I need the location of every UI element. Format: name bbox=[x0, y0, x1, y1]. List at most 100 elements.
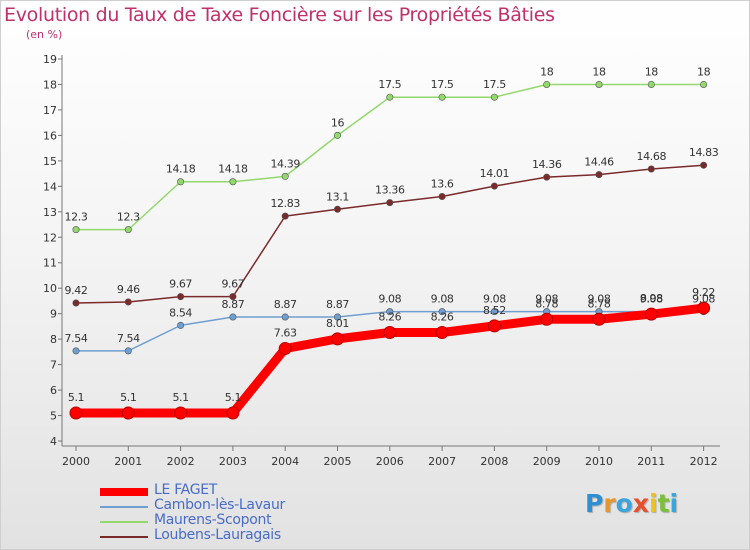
logo-letter: r bbox=[603, 489, 616, 518]
data-label: 14.39 bbox=[270, 157, 300, 170]
proxiti-logo: Proxiti bbox=[585, 489, 678, 518]
y-tick-label: 8 bbox=[50, 333, 57, 346]
data-point bbox=[72, 347, 80, 355]
data-point bbox=[229, 313, 237, 321]
data-point bbox=[124, 226, 132, 234]
legend-swatch bbox=[100, 488, 148, 496]
data-point bbox=[121, 406, 135, 420]
data-point bbox=[490, 182, 498, 190]
data-label: 7.54 bbox=[65, 332, 88, 345]
y-tick-label: 11 bbox=[43, 257, 57, 270]
data-label: 18 bbox=[645, 65, 659, 78]
data-label: 9.08 bbox=[692, 293, 715, 306]
data-label: 12.3 bbox=[65, 211, 88, 224]
data-label: 14.18 bbox=[218, 163, 248, 176]
data-point bbox=[281, 212, 289, 220]
y-tick-label: 4 bbox=[50, 435, 57, 448]
data-point bbox=[438, 193, 446, 201]
logo-letter: t bbox=[657, 489, 670, 518]
data-point bbox=[435, 326, 449, 340]
x-tick-label: 2003 bbox=[219, 455, 247, 468]
data-label: 16 bbox=[331, 116, 345, 129]
data-label: 14.46 bbox=[584, 156, 614, 169]
x-tick-label: 2004 bbox=[271, 455, 299, 468]
data-label: 5.1 bbox=[225, 391, 241, 404]
legend-label: Cambon-lès-Lavaur bbox=[154, 497, 285, 513]
data-point bbox=[72, 226, 80, 234]
data-point bbox=[386, 199, 394, 207]
data-label: 9.08 bbox=[640, 293, 663, 306]
x-tick-label: 2000 bbox=[62, 455, 90, 468]
y-tick-label: 19 bbox=[43, 53, 57, 66]
data-label: 8.52 bbox=[483, 304, 506, 317]
data-label: 8.26 bbox=[378, 311, 401, 324]
data-point bbox=[177, 293, 185, 301]
data-point bbox=[177, 321, 185, 329]
data-point bbox=[647, 80, 655, 88]
data-point bbox=[438, 93, 446, 101]
data-point bbox=[226, 406, 240, 420]
data-label: 14.18 bbox=[166, 163, 196, 176]
logo-letter: P bbox=[585, 489, 604, 518]
y-tick-label: 7 bbox=[50, 359, 57, 372]
data-point bbox=[333, 205, 341, 213]
data-label: 9.22 bbox=[692, 286, 715, 299]
data-point bbox=[281, 313, 289, 321]
data-label: 13.36 bbox=[375, 184, 405, 197]
data-point bbox=[69, 406, 83, 420]
data-label: 5.1 bbox=[172, 391, 188, 404]
legend-swatch bbox=[100, 536, 148, 538]
data-label: 9.08 bbox=[483, 293, 506, 306]
data-point bbox=[386, 93, 394, 101]
data-point bbox=[333, 313, 341, 321]
y-tick-label: 15 bbox=[43, 155, 57, 168]
data-point bbox=[281, 172, 289, 180]
data-label: 7.54 bbox=[117, 332, 140, 345]
data-point bbox=[229, 293, 237, 301]
data-label: 9.46 bbox=[117, 283, 140, 296]
legend-label: LE FAGET bbox=[154, 482, 218, 498]
y-tick-label: 13 bbox=[43, 206, 57, 219]
data-point bbox=[700, 80, 708, 88]
data-label: 8.87 bbox=[326, 298, 349, 311]
data-label: 12.3 bbox=[117, 211, 140, 224]
data-point bbox=[647, 165, 655, 173]
data-point bbox=[383, 326, 397, 340]
data-label: 13.1 bbox=[326, 190, 349, 203]
legend-label: Loubens-Lauragais bbox=[154, 527, 281, 543]
data-label: 13.6 bbox=[431, 178, 454, 191]
data-label: 9.42 bbox=[65, 284, 88, 297]
legend-label: Maurens-Scopont bbox=[154, 512, 272, 528]
data-label: 18 bbox=[697, 65, 711, 78]
data-point bbox=[700, 161, 708, 169]
data-label: 17.5 bbox=[483, 78, 506, 91]
y-tick-label: 10 bbox=[43, 282, 57, 295]
x-tick-label: 2012 bbox=[690, 455, 718, 468]
y-tick-label: 16 bbox=[43, 129, 57, 142]
data-label: 8.98 bbox=[640, 292, 663, 305]
data-label: 9.67 bbox=[169, 278, 192, 291]
data-label: 17.5 bbox=[431, 78, 454, 91]
y-tick-label: 6 bbox=[50, 384, 57, 397]
data-label: 8.01 bbox=[326, 317, 349, 330]
logo-letter: x bbox=[632, 489, 649, 518]
x-tick-label: 2008 bbox=[480, 455, 508, 468]
y-tick-label: 18 bbox=[43, 78, 57, 91]
data-point bbox=[177, 178, 185, 186]
data-point bbox=[331, 332, 344, 346]
data-label: 8.87 bbox=[221, 298, 244, 311]
data-label: 5.1 bbox=[120, 391, 136, 404]
data-point bbox=[490, 308, 498, 316]
legend-swatch bbox=[100, 506, 148, 508]
data-point bbox=[229, 178, 237, 186]
logo-letter: i bbox=[649, 489, 658, 518]
x-tick-label: 2009 bbox=[533, 455, 561, 468]
data-point bbox=[174, 406, 188, 420]
y-tick-label: 5 bbox=[50, 410, 57, 423]
x-tick-label: 2005 bbox=[324, 455, 352, 468]
data-point bbox=[278, 342, 292, 356]
data-label: 14.01 bbox=[480, 167, 510, 180]
y-tick-label: 14 bbox=[43, 180, 57, 193]
data-label: 8.26 bbox=[431, 311, 454, 324]
